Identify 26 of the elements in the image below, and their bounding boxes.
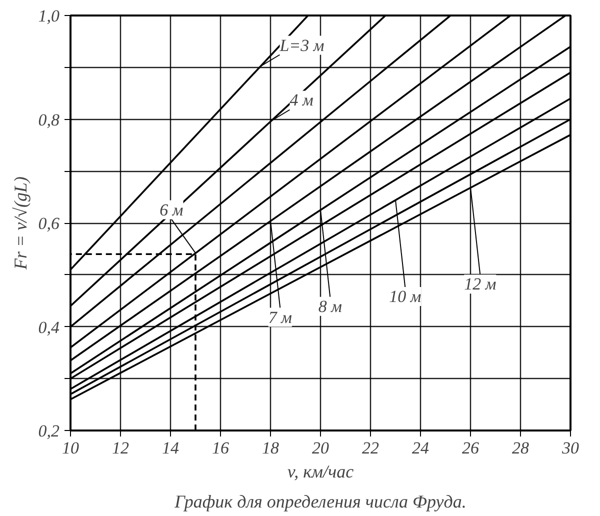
x-tick-label: 24 <box>412 438 430 458</box>
x-tick-label: 22 <box>362 438 380 458</box>
x-tick-label: 20 <box>312 438 330 458</box>
y-tick-label: 1,0 <box>38 6 60 26</box>
x-tick-label: 30 <box>561 438 580 458</box>
x-tick-label: 12 <box>112 438 130 458</box>
x-axis-title: v, км/час <box>287 462 354 482</box>
y-tick-label: 0,2 <box>38 422 60 440</box>
y-tick-label: 0,4 <box>38 318 60 337</box>
x-tick-label: 26 <box>462 438 480 458</box>
x-tick-label: 18 <box>262 438 280 458</box>
annotation: 8 м <box>318 296 342 316</box>
annotation: 7 м <box>268 308 292 327</box>
x-tick-label: 28 <box>512 438 530 458</box>
y-tick-label: 0,8 <box>38 110 60 130</box>
text: График для определения числа Фруда. <box>174 492 466 512</box>
annotation: L=3 м <box>278 36 324 55</box>
annotation: 6 м <box>160 200 184 220</box>
x-tick-label: 16 <box>212 438 230 458</box>
y-axis-title: Fr = v/√(gL) <box>10 176 30 271</box>
x-tick-label: 10 <box>62 438 80 458</box>
annotation: 10 м <box>389 287 422 306</box>
annotation: 12 м <box>464 274 496 294</box>
y-tick-label: 0,6 <box>38 214 60 233</box>
annotation: 4 м <box>290 90 314 110</box>
x-tick-label: 14 <box>162 438 180 458</box>
